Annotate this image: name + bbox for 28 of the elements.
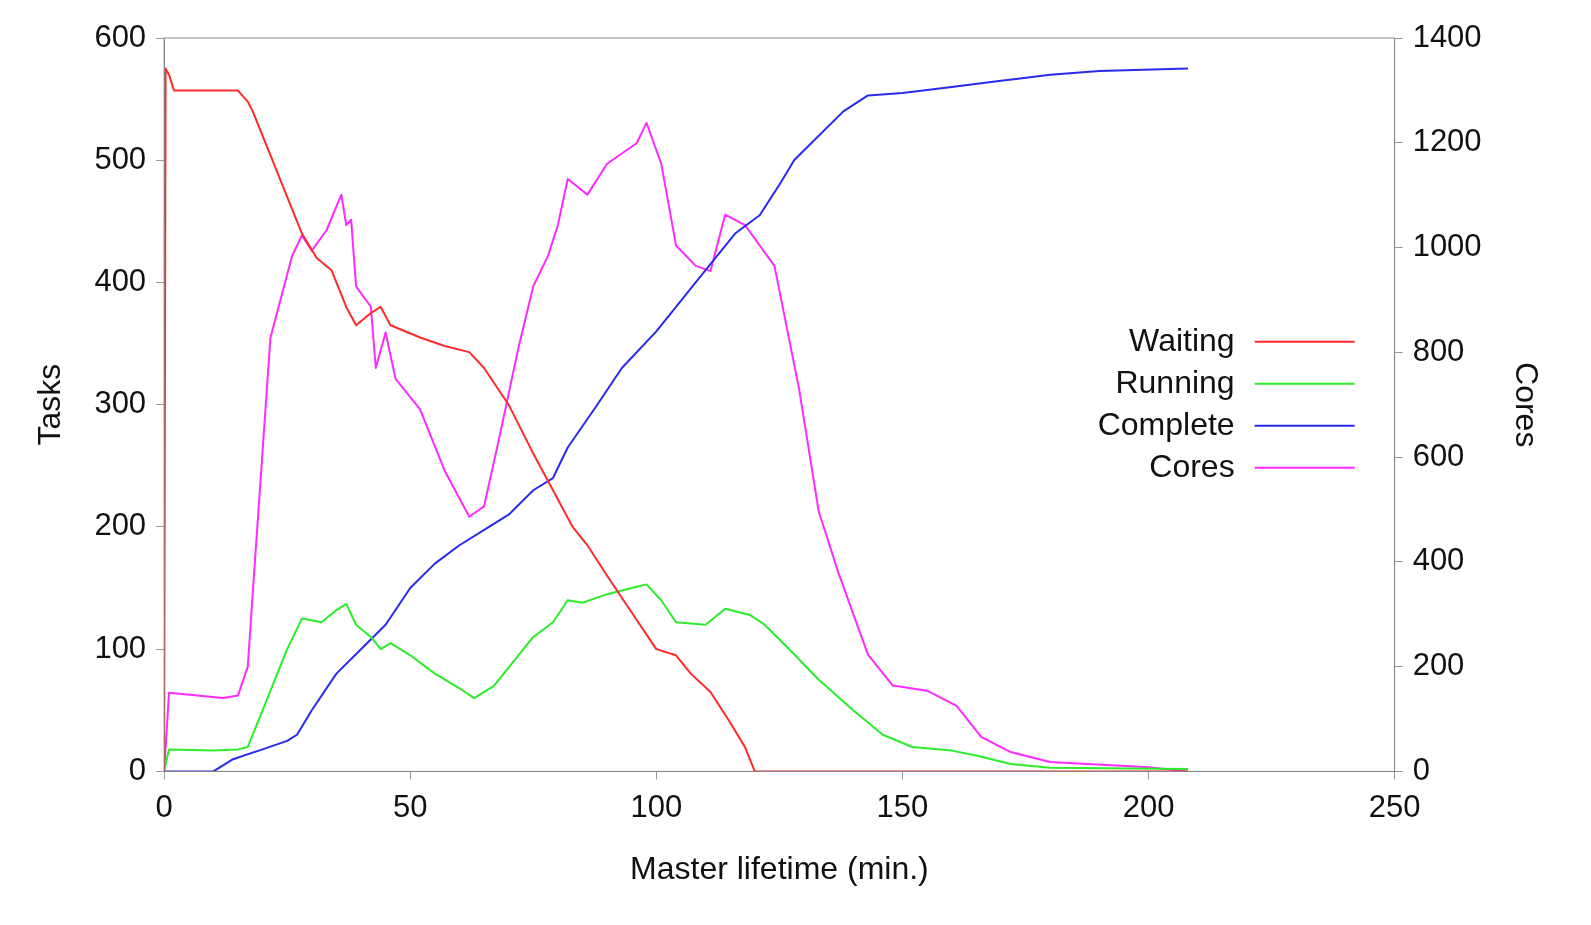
y2-tick-label: 0 <box>1412 751 1430 787</box>
legend-label: Waiting <box>1129 321 1235 358</box>
y-tick-label: 200 <box>94 507 147 543</box>
y-tick-label: 400 <box>94 263 147 299</box>
y-tick-label: 600 <box>94 18 147 54</box>
x-tick-label: 100 <box>630 788 683 824</box>
legend-label: Cores <box>1149 447 1235 484</box>
y-axis-title: Tasks <box>31 363 68 446</box>
y2-tick-label: 1400 <box>1412 18 1482 54</box>
x-tick-label: 200 <box>1122 788 1175 824</box>
legend-label: Complete <box>1097 405 1235 442</box>
y-tick-label: 0 <box>128 751 147 787</box>
y2-tick-label: 200 <box>1412 647 1465 683</box>
x-tick-label: 50 <box>392 788 428 824</box>
y2-tick-label: 400 <box>1412 542 1465 578</box>
y2-tick-label: 1000 <box>1412 228 1482 264</box>
x-axis-title: Master lifetime (min.) <box>630 849 929 886</box>
legend-label: Running <box>1115 363 1235 400</box>
y-tick-label: 500 <box>94 140 147 176</box>
y2-tick-label: 600 <box>1412 437 1465 473</box>
y-tick-label: 300 <box>94 385 147 421</box>
y2-tick-label: 800 <box>1412 332 1465 368</box>
y2-tick-label: 1200 <box>1412 123 1482 159</box>
x-tick-label: 250 <box>1368 788 1421 824</box>
y2-axis-title: Cores <box>1508 362 1545 448</box>
x-tick-label: 150 <box>876 788 929 824</box>
x-tick-label: 0 <box>155 788 173 824</box>
y-tick-label: 100 <box>94 629 147 665</box>
